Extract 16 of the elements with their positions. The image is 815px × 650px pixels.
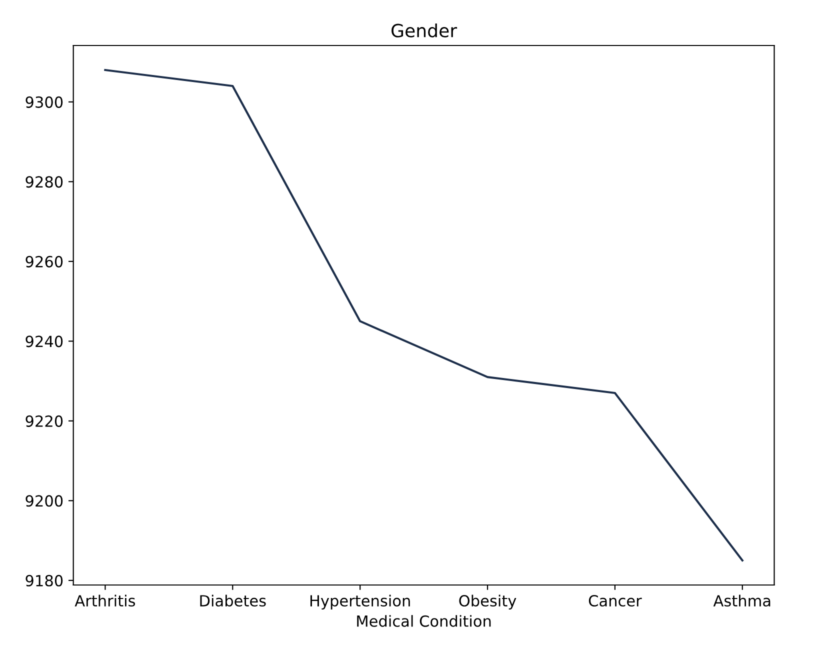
y-tick-label: 9260: [26, 256, 63, 268]
y-tick-label: 9200: [26, 495, 63, 507]
x-tick-label: Arthritis: [74, 594, 136, 607]
x-tick-label: Obesity: [459, 594, 516, 610]
x-tick-label: Asthma: [713, 594, 770, 607]
y-tick-label: 9240: [26, 336, 63, 348]
y-tick-label: 9180: [26, 574, 63, 586]
x-axis-title: Medical Condition: [357, 615, 491, 627]
x-tick-label: Hypertension: [310, 594, 410, 610]
line-series: [104, 68, 744, 562]
y-tick-label: 9280: [26, 176, 63, 188]
x-tick-label: Cancer: [588, 594, 642, 607]
y-tick-label: 9220: [26, 415, 63, 427]
y-tick-label: 9300: [26, 96, 63, 108]
x-tick-label: Diabetes: [200, 594, 266, 607]
chart-title: Gender: [392, 23, 458, 38]
